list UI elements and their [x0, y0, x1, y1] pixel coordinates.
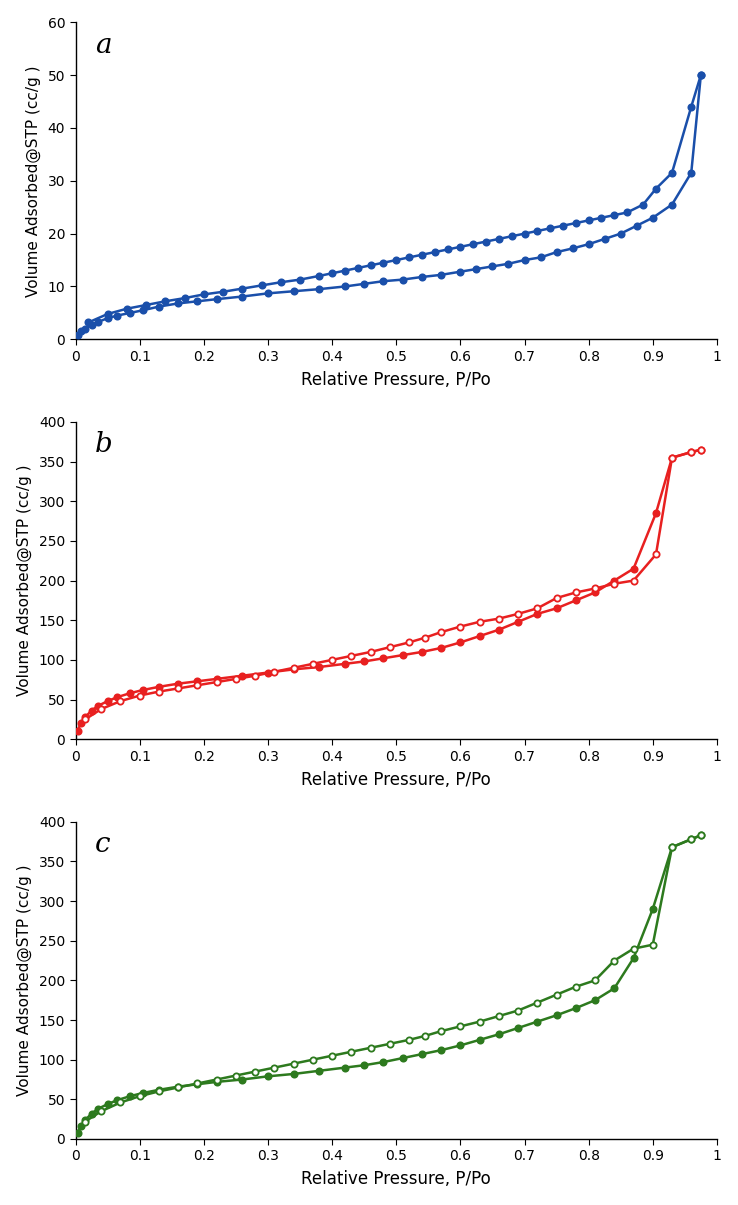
Text: b: b: [95, 431, 113, 458]
X-axis label: Relative Pressure, P/Po: Relative Pressure, P/Po: [301, 1170, 491, 1188]
Y-axis label: Volume Adsorbed@STP (cc/g ): Volume Adsorbed@STP (cc/g ): [17, 865, 32, 1097]
Y-axis label: Volume Adsorbed@STP (cc/g ): Volume Adsorbed@STP (cc/g ): [17, 465, 32, 696]
X-axis label: Relative Pressure, P/Po: Relative Pressure, P/Po: [301, 371, 491, 389]
Y-axis label: Volume Adsorbed@STP (cc/g ): Volume Adsorbed@STP (cc/g ): [25, 65, 41, 296]
Text: c: c: [95, 831, 111, 858]
X-axis label: Relative Pressure, P/Po: Relative Pressure, P/Po: [301, 770, 491, 788]
Text: a: a: [95, 31, 111, 59]
